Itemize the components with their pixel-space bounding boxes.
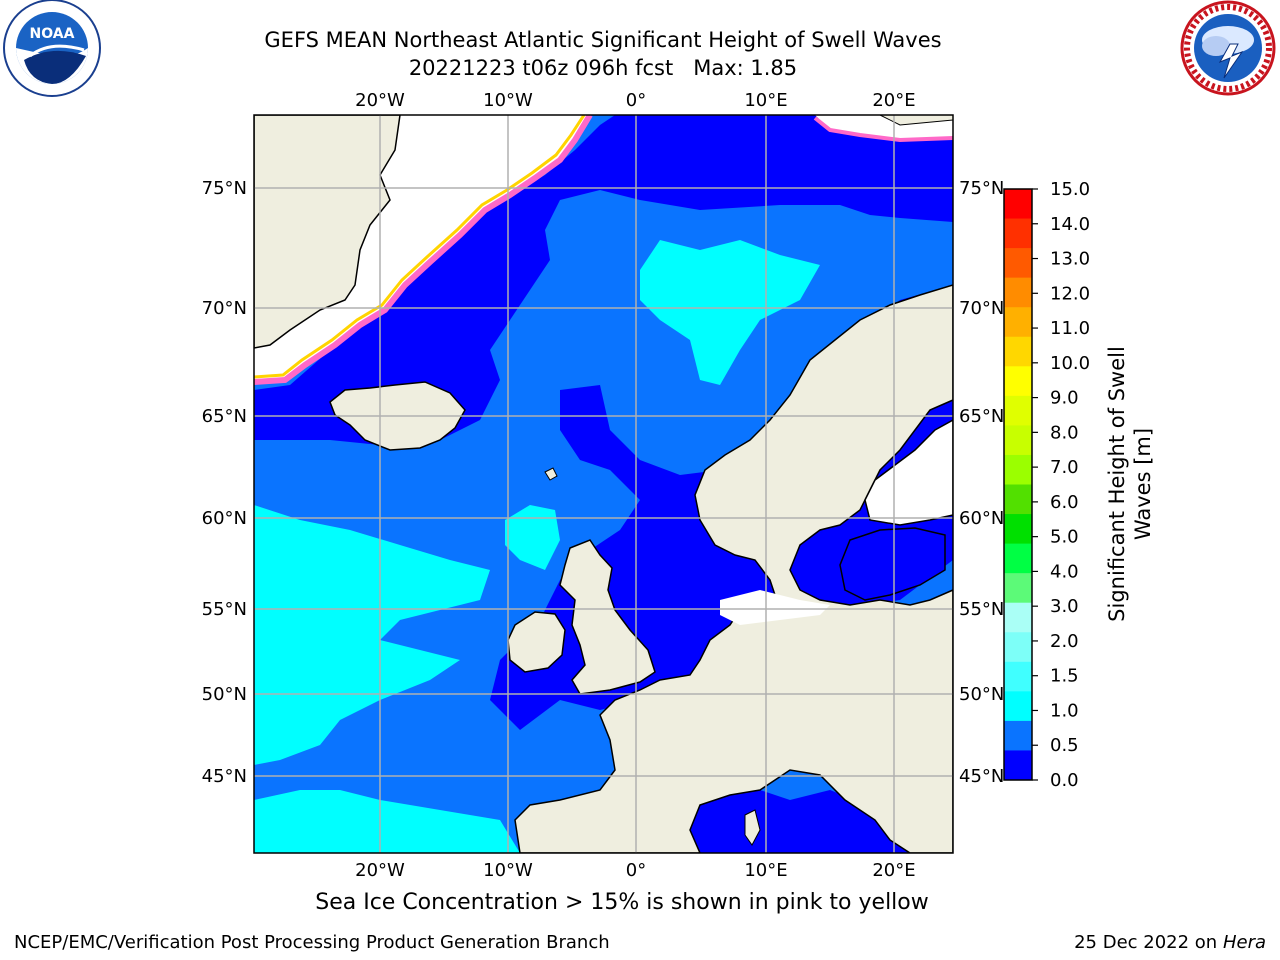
lat-label-left-70n: 70°N [202,298,247,319]
lat-label-right-60n: 60°N [959,508,1004,529]
date-text: 25 Dec 2022 on [1074,932,1218,953]
colorbar-tick-label: 1.0 [1050,700,1079,721]
colorbar-segment [1004,218,1032,249]
land-faroe [544,467,558,481]
colorbar-label-line1: Significant Height of Swell [1105,346,1129,622]
colorbar-segment [1004,543,1032,574]
lat-label-right-55n: 55°N [959,599,1004,620]
colorbar-tick-label: 1.5 [1050,666,1079,687]
noaa-logo-icon: NOAA [3,0,101,97]
colorbar-tick-label: 14.0 [1050,214,1090,235]
host-name: Hera [1222,932,1266,953]
colorbar-segment [1004,514,1032,545]
producer-credit: NCEP/EMC/Verification Post Processing Pr… [14,932,610,953]
lat-label-right-65n: 65°N [959,406,1004,427]
lon-label-top-20w: 20°W [355,90,405,111]
map-gridlines [254,115,953,853]
skagerrak-ice [720,590,830,625]
map-frame [253,114,954,854]
lon-label-bottom-10e: 10°E [744,860,787,881]
sea-ice-note: Sea Ice Concentration > 15% is shown in … [315,890,929,915]
colorbar-tick-label: 0.5 [1050,735,1079,756]
land-ireland [507,611,566,673]
ocean-high-swell-atlantic [254,505,490,765]
colorbar-segment [1004,632,1032,663]
ocean-low-swell-north [254,115,953,445]
land-corsica [744,809,761,846]
colorbar-label-line2: Waves [m] [1131,428,1155,540]
ocean-high-swell-south [254,790,520,853]
sea-ice-svalbard-edge [813,116,953,143]
colorbar-tick-label: 13.0 [1050,249,1090,270]
land-greenland [254,115,401,349]
colorbar-segment [1004,307,1032,338]
colorbar-tick-label: 3.0 [1050,596,1079,617]
colorbar-tick-label: 6.0 [1050,492,1079,513]
colorbar-segment [1004,336,1032,367]
colorbar-segment [1004,661,1032,692]
lat-label-left-45n: 45°N [202,766,247,787]
sea-ice-edge [254,115,593,385]
lat-label-right-75n: 75°N [959,178,1004,199]
land-great-britain [559,539,656,695]
colorbar-tick-label: 9.0 [1050,388,1079,409]
colorbar-tick-label: 5.0 [1050,527,1079,548]
sea-ice-edge-yellow [254,115,586,379]
colorbar-segment [1004,720,1032,751]
lat-label-right-45n: 45°N [959,766,1004,787]
colorbar-segment [1004,602,1032,633]
noaa-logo-text: NOAA [30,26,75,42]
colorbar-tick-label: 4.0 [1050,561,1079,582]
lat-label-left-65n: 65°N [202,406,247,427]
date-stamp: 25 Dec 2022 on Hera [1074,932,1266,953]
colorbar-tick-label: 12.0 [1050,283,1090,304]
lon-label-top-0: 0° [626,90,646,111]
lon-label-top-10w: 10°W [483,90,533,111]
lat-label-left-60n: 60°N [202,508,247,529]
chart-title: GEFS MEAN Northeast Atlantic Significant… [264,28,942,52]
baltic-sea [839,527,946,601]
forecast-subtitle: 20221223 t06z 096h fcst Max: 1.85 [408,56,798,80]
colorbar-segment [1004,366,1032,397]
colorbar-segment [1004,750,1032,781]
colorbar-segment [1004,425,1032,456]
colorbar-tick-label: 7.0 [1050,457,1079,478]
colorbar-tick-label: 8.0 [1050,422,1079,443]
lon-label-top-10e: 10°E [744,90,787,111]
colorbar-tick-label: 2.0 [1050,631,1079,652]
nws-logo-icon [1180,0,1276,96]
lat-label-right-50n: 50°N [959,684,1004,705]
ocean-high-swell-faroe [505,505,560,570]
lat-label-left-55n: 55°N [202,599,247,620]
lat-label-right-70n: 70°N [959,298,1004,319]
colorbar: 15.0 14.0 13.0 12.0 11.0 10.0 9.0 8.0 7.0 6.0 5.0 4… [1003,179,1090,791]
colorbar-segment [1004,691,1032,722]
ocean-high-swell-norwegian [640,240,820,385]
colorbar-segment [1004,277,1032,308]
lon-label-bottom-20e: 20°E [872,860,915,881]
ocean-low-swell-med [660,780,953,853]
colorbar-segment [1004,395,1032,426]
lon-label-bottom-0: 0° [626,860,646,881]
colorbar-tick-label: 11.0 [1050,318,1090,339]
lat-label-left-75n: 75°N [202,178,247,199]
land-europe [514,284,953,853]
colorbar-tick-label: 15.0 [1050,179,1090,200]
colorbar-frame [1003,188,1033,781]
colorbar-segment [1004,189,1032,220]
lon-label-bottom-20w: 20°W [355,860,405,881]
map-area [254,115,953,853]
colorbar-segment [1004,484,1032,515]
lon-label-bottom-10w: 10°W [483,860,533,881]
colorbar-tick-label: 0.0 [1050,770,1079,791]
colorbar-tick-label: 10.0 [1050,353,1090,374]
colorbar-segment [1004,248,1032,279]
colorbar-segment [1004,573,1032,604]
lat-label-left-50n: 50°N [202,684,247,705]
lon-label-top-20e: 20°E [872,90,915,111]
colorbar-segment [1004,454,1032,485]
